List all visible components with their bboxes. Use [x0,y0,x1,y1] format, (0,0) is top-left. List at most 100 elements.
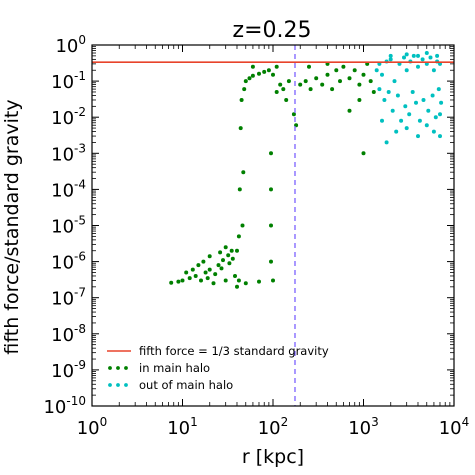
point-in-main-halo [325,72,330,77]
point-in-main-halo [242,87,247,92]
point-in-main-halo [269,259,273,264]
point-in-main-halo [223,245,228,250]
plot-area: 100 101 102 103 104 100 10-1 10-2 10-3 10-4 10-5 10… [43,33,469,439]
point-in-main-halo [196,263,201,268]
point-in-main-halo [243,79,248,84]
y-tick-label: 10-8 [51,322,86,346]
reference-lines [92,45,454,406]
point-out-of-main-halo [388,53,393,58]
point-out-of-main-halo [424,123,429,128]
y-tick-label: 10-9 [51,358,86,382]
y-tick-label: 10-10 [43,394,86,418]
point-in-main-halo [308,87,313,92]
point-out-of-main-halo [403,104,408,109]
point-in-main-halo [330,87,335,92]
legend-dot-swatch [124,366,128,370]
y-tick-label: 10-2 [51,105,86,129]
point-out-of-main-halo [382,98,387,102]
legend: fifth force = 1/3 standard gravity in mai… [107,344,329,392]
point-out-of-main-halo [386,90,391,94]
point-in-main-halo [227,261,232,266]
point-in-main-halo [221,258,225,263]
point-in-main-halo [266,68,271,73]
point-out-of-main-halo [420,57,425,62]
x-tick-label: 104 [439,415,470,439]
point-out-of-main-halo [435,53,440,58]
point-out-of-main-halo [404,126,409,131]
point-in-main-halo [257,279,261,284]
y-tick-label: 10-3 [51,141,86,165]
point-in-main-halo [201,259,206,264]
legend-label: fifth force = 1/3 standard gravity [139,344,329,358]
point-in-main-halo [303,79,308,84]
point-in-main-halo [207,267,212,272]
point-in-main-halo [361,72,366,77]
legend-label: out of main halo [139,378,233,392]
point-in-main-halo [229,248,234,253]
point-in-main-halo [271,72,275,77]
point-in-main-halo [205,276,210,281]
y-tick-label: 10-7 [51,286,86,310]
axis-ticks: 100 101 102 103 104 100 10-1 10-2 10-3 10-4 10-5 10… [43,33,469,439]
point-in-main-halo [223,278,228,283]
legend-dot-swatch [116,366,120,370]
point-in-main-halo [247,76,252,81]
point-in-main-halo [187,276,192,281]
point-in-main-halo [257,71,261,76]
point-in-main-halo [213,272,218,277]
point-out-of-main-halo [433,115,438,120]
point-in-main-halo [190,267,195,272]
point-out-of-main-halo [438,134,442,139]
point-in-main-halo [250,73,255,78]
point-in-main-halo [361,151,366,156]
point-in-main-halo [236,278,241,283]
point-in-main-halo [281,87,286,92]
point-in-main-halo [274,64,279,69]
point-out-of-main-halo [421,98,426,102]
point-out-of-main-halo [431,129,436,134]
point-out-of-main-halo [404,68,409,73]
x-tick-label: 101 [167,415,198,439]
x-tick-label: 103 [348,415,379,439]
point-out-of-main-halo [404,52,409,57]
data-marks [169,51,444,289]
point-in-main-halo [250,64,255,69]
chart-title: z=0.25 [233,18,312,43]
point-in-main-halo [240,223,245,228]
point-in-main-halo [193,274,198,278]
point-in-main-halo [262,69,267,74]
point-in-main-halo [203,270,208,275]
y-axis-label: fifth force/standard gravity [1,99,23,354]
point-in-main-halo [235,284,239,289]
point-in-main-halo [230,256,235,261]
point-out-of-main-halo [388,57,393,62]
point-out-of-main-halo [417,118,422,123]
point-in-main-halo [269,151,273,156]
point-in-main-halo [239,98,244,102]
point-in-main-halo [352,68,357,73]
x-axis-label: r [kpc] [242,446,304,468]
point-out-of-main-halo [430,93,435,98]
legend-dot-swatch [108,366,112,370]
point-out-of-main-halo [436,87,441,92]
point-in-main-halo [347,76,352,81]
point-out-of-main-halo [416,53,420,58]
point-in-main-halo [226,253,231,258]
point-in-main-halo [286,79,291,84]
point-out-of-main-halo [424,51,429,55]
point-out-of-main-halo [395,93,400,98]
series-in-main-halo [169,61,376,289]
point-out-of-main-halo [426,108,431,113]
legend-dot-swatch [124,383,128,387]
point-in-main-halo [291,112,296,117]
point-out-of-main-halo [431,68,436,73]
point-in-main-halo [169,280,174,285]
point-in-main-halo [371,90,376,94]
point-in-main-halo [269,223,273,228]
y-tick-label: 10-5 [51,214,86,238]
y-tick-label: 100 [55,33,86,57]
point-in-main-halo [274,90,279,94]
point-out-of-main-halo [410,90,415,94]
point-in-main-halo [180,278,185,283]
